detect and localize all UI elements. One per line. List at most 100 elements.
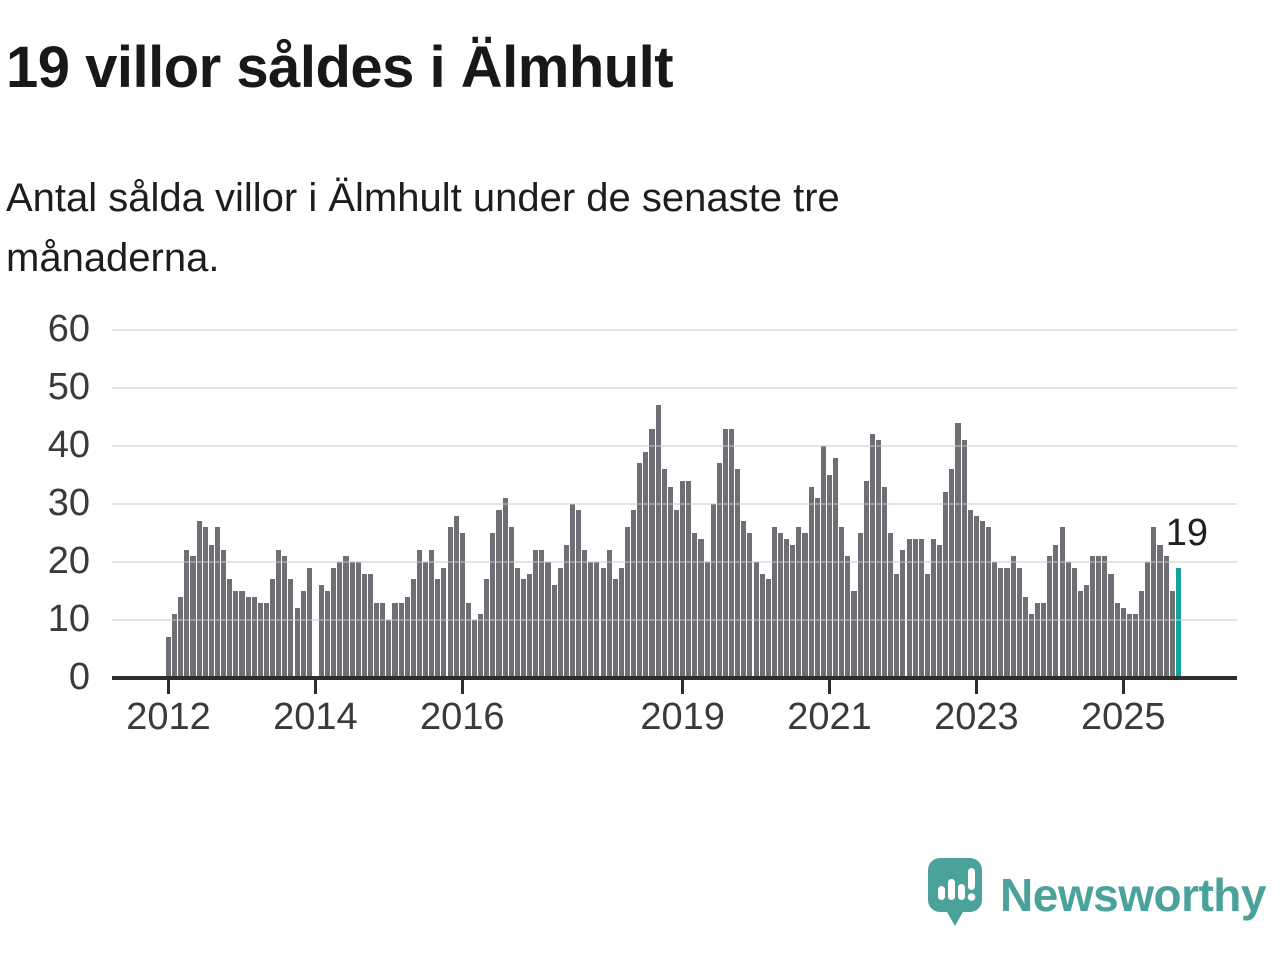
bar bbox=[190, 556, 196, 678]
bar bbox=[202, 527, 208, 678]
bar bbox=[692, 533, 698, 678]
bar bbox=[790, 544, 796, 678]
bar bbox=[949, 469, 955, 678]
bar bbox=[306, 567, 312, 678]
newsworthy-wordmark: Newsworthy bbox=[1000, 869, 1266, 921]
chart-subtitle: Antal sålda villor i Älmhult under de se… bbox=[6, 168, 840, 288]
bar bbox=[233, 591, 239, 678]
bar bbox=[263, 602, 269, 678]
bar bbox=[1157, 544, 1163, 678]
bar bbox=[771, 527, 777, 678]
bar bbox=[520, 579, 527, 678]
x-axis-label: 2012 bbox=[126, 696, 211, 738]
bar bbox=[551, 585, 557, 678]
bar bbox=[539, 550, 545, 678]
gridline-overlay bbox=[112, 445, 1237, 447]
gridline-y30 bbox=[112, 503, 1237, 505]
bar bbox=[851, 591, 857, 678]
bar bbox=[472, 620, 478, 678]
gridline-overlay bbox=[112, 503, 1237, 505]
x-tick-2021 bbox=[828, 680, 831, 694]
bar bbox=[1084, 585, 1090, 678]
bar bbox=[1096, 556, 1102, 678]
bar bbox=[410, 579, 416, 678]
bar bbox=[759, 573, 765, 678]
bar bbox=[875, 440, 881, 678]
bar bbox=[1065, 562, 1071, 678]
bar bbox=[484, 579, 490, 678]
bar bbox=[918, 538, 924, 678]
bar bbox=[833, 457, 839, 678]
bar bbox=[631, 509, 637, 678]
bar bbox=[251, 596, 257, 678]
bar bbox=[973, 515, 979, 678]
bar bbox=[594, 562, 600, 678]
bar bbox=[839, 527, 845, 678]
bar bbox=[178, 596, 184, 678]
x-axis-label: 2016 bbox=[420, 696, 505, 738]
bar bbox=[1126, 614, 1132, 678]
bar bbox=[386, 620, 392, 678]
bar bbox=[667, 486, 673, 678]
bar bbox=[527, 573, 533, 678]
gridline-overlay bbox=[112, 619, 1237, 621]
gridline-y60 bbox=[112, 329, 1237, 331]
x-axis-label: 2014 bbox=[273, 696, 358, 738]
bar bbox=[943, 492, 949, 678]
x-axis-label: 2023 bbox=[934, 696, 1019, 738]
bar bbox=[227, 579, 233, 678]
y-axis-label: 20 bbox=[47, 540, 90, 582]
x-axis-label: 2019 bbox=[640, 696, 725, 738]
bar bbox=[992, 562, 998, 678]
bar bbox=[355, 562, 361, 678]
bar bbox=[606, 550, 612, 678]
bar-chart: 0 10 20 30 40 50 60 2012 2014 2016 2019 2021 2023 202… bbox=[47, 308, 1237, 738]
bar bbox=[857, 533, 863, 678]
bar bbox=[1120, 608, 1126, 678]
bar bbox=[625, 527, 631, 678]
bar bbox=[166, 637, 172, 678]
bar bbox=[1145, 562, 1151, 678]
bar bbox=[912, 538, 918, 678]
bar bbox=[184, 550, 190, 678]
bar bbox=[1071, 567, 1077, 678]
bar bbox=[661, 469, 667, 678]
bar bbox=[545, 562, 551, 678]
latest-value-annotation: 19 bbox=[1165, 511, 1209, 554]
page-title: 19 villor såldes i Älmhult bbox=[6, 35, 674, 100]
bar bbox=[514, 567, 520, 678]
bar bbox=[796, 527, 802, 678]
highlight-bar bbox=[1175, 567, 1181, 678]
bar bbox=[814, 498, 820, 678]
bar bbox=[1035, 602, 1041, 678]
bar bbox=[588, 562, 594, 678]
chart-subtitle-line2: månaderna. bbox=[6, 236, 220, 280]
bar bbox=[900, 550, 906, 678]
x-axis-label: 2025 bbox=[1080, 696, 1166, 738]
bar bbox=[735, 469, 741, 678]
bar bbox=[894, 573, 900, 678]
bar bbox=[955, 422, 961, 678]
bar bbox=[986, 527, 992, 678]
bar bbox=[1163, 556, 1169, 678]
chart-subtitle-line1: Antal sålda villor i Älmhult under de se… bbox=[6, 176, 840, 220]
bar bbox=[294, 608, 300, 678]
bar bbox=[686, 480, 692, 678]
bar bbox=[563, 544, 569, 678]
bar bbox=[288, 579, 294, 678]
bar bbox=[643, 451, 649, 678]
bar bbox=[453, 515, 459, 678]
gridline-overlay bbox=[112, 329, 1237, 331]
y-axis-label: 0 bbox=[68, 656, 90, 698]
bar bbox=[239, 591, 245, 678]
y-axis-label: 30 bbox=[47, 482, 90, 524]
bar bbox=[1151, 527, 1157, 678]
bar bbox=[1041, 602, 1047, 678]
bar bbox=[1102, 556, 1108, 678]
bar bbox=[710, 504, 716, 678]
bar bbox=[221, 550, 227, 678]
bar bbox=[380, 602, 386, 678]
x-axis-label: 2021 bbox=[787, 696, 872, 738]
bar bbox=[784, 538, 790, 678]
bar bbox=[374, 602, 380, 678]
